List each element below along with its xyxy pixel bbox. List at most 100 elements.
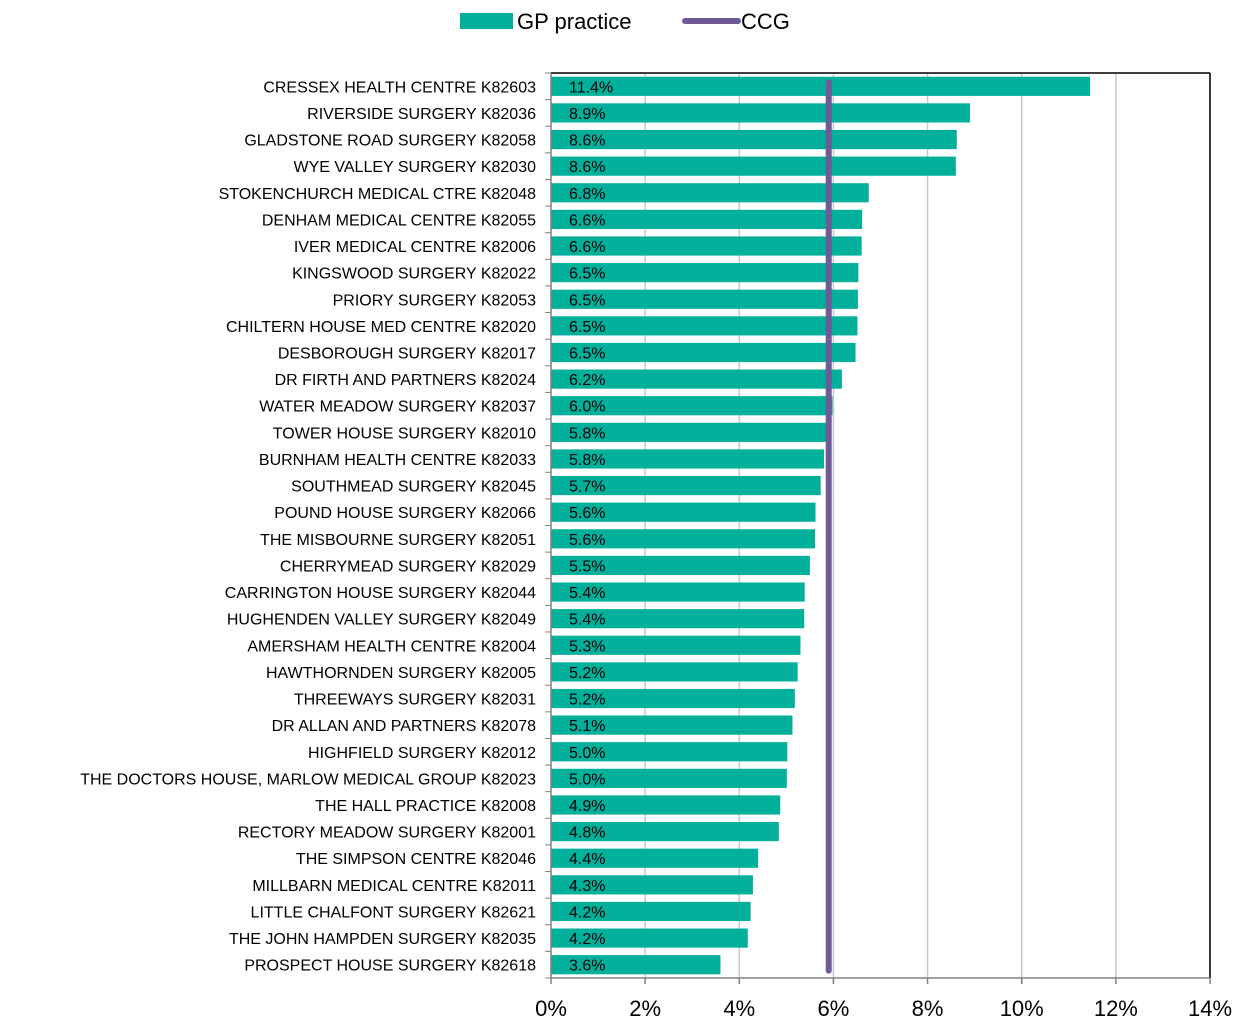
bar <box>551 582 805 602</box>
category-label: DR FIRTH AND PARTNERS K82024 <box>275 372 537 389</box>
bar-value-label: 5.2% <box>569 692 605 709</box>
bar <box>551 928 748 948</box>
bar <box>551 635 801 655</box>
bar <box>551 156 956 176</box>
bar <box>551 76 1090 96</box>
bar-value-label: 5.4% <box>569 612 605 629</box>
legend-swatch-gp-practice <box>460 13 513 29</box>
category-label: THREEWAYS SURGERY K82031 <box>294 692 536 709</box>
category-label: PROSPECT HOUSE SURGERY K82618 <box>244 958 536 975</box>
category-label: CARRINGTON HOUSE SURGERY K82044 <box>225 585 536 602</box>
bar-value-label: 5.2% <box>569 665 605 682</box>
category-label: AMERSHAM HEALTH CENTRE K82004 <box>247 638 536 655</box>
category-label: CHILTERN HOUSE MED CENTRE K82020 <box>226 319 536 336</box>
legend-label-ccg: CCG <box>741 9 790 34</box>
bar <box>551 688 795 709</box>
bar <box>551 369 842 389</box>
bar-value-label: 5.6% <box>569 505 605 522</box>
category-label: MILLBARN MEDICAL CENTRE K82011 <box>252 878 536 895</box>
bar-value-label: 3.6% <box>569 958 605 975</box>
bar-value-label: 6.6% <box>569 212 605 229</box>
bar-value-label: 4.2% <box>569 931 605 948</box>
category-label: GLADSTONE ROAD SURGERY K82058 <box>244 133 536 150</box>
category-label: LITTLE CHALFONT SURGERY K82621 <box>251 904 537 921</box>
bar-value-label: 4.4% <box>569 851 605 868</box>
bar-value-label: 5.8% <box>569 452 605 469</box>
category-label: RIVERSIDE SURGERY K82036 <box>307 106 536 123</box>
bar-value-label: 5.7% <box>569 479 605 496</box>
x-tick-label: 2% <box>629 996 661 1021</box>
bar-value-label: 8.6% <box>569 133 605 150</box>
bar <box>551 396 833 416</box>
bar-value-label: 6.5% <box>569 345 605 362</box>
bar <box>551 662 798 682</box>
bar-value-label: 5.1% <box>569 718 605 735</box>
bar-value-label: 5.3% <box>569 638 605 655</box>
bar <box>551 103 970 123</box>
bar <box>551 901 751 922</box>
category-label: DESBOROUGH SURGERY K82017 <box>278 345 536 362</box>
category-label: THE DOCTORS HOUSE, MARLOW MEDICAL GROUP … <box>80 771 536 788</box>
bar <box>551 795 781 815</box>
x-tick-label: 0% <box>535 996 567 1021</box>
bar-value-label: 5.6% <box>569 532 605 549</box>
bar-value-label: 5.0% <box>569 745 605 762</box>
category-label: DENHAM MEDICAL CENTRE K82055 <box>262 212 536 229</box>
x-tick-label: 8% <box>912 996 944 1021</box>
category-label: HUGHENDEN VALLEY SURGERY K82049 <box>227 612 536 629</box>
x-tick-label: 10% <box>1000 996 1044 1021</box>
bar <box>551 263 859 283</box>
category-label: STOKENCHURCH MEDICAL CTRE K82048 <box>219 186 537 203</box>
bar <box>551 955 721 975</box>
bar <box>551 422 827 442</box>
bar <box>551 183 869 203</box>
bar-value-label: 11.4% <box>569 79 613 96</box>
bar-value-label: 4.2% <box>569 904 605 921</box>
category-label: RECTORY MEADOW SURGERY K82001 <box>238 825 536 842</box>
bar-value-label: 5.0% <box>569 771 605 788</box>
category-label: PRIORY SURGERY K82053 <box>333 292 536 309</box>
bar-value-label: 6.5% <box>569 292 605 309</box>
category-label: POUND HOUSE SURGERY K82066 <box>274 505 536 522</box>
bar <box>551 609 805 629</box>
bar-value-label: 8.6% <box>569 159 605 176</box>
category-label: SOUTHMEAD SURGERY K82045 <box>291 479 536 496</box>
bar-value-label: 8.9% <box>569 106 605 123</box>
category-labels: CRESSEX HEALTH CENTRE K82603 RIVERSIDE SU… <box>80 79 536 974</box>
category-label: WYE VALLEY SURGERY K82030 <box>294 159 537 176</box>
category-label: BURNHAM HEALTH CENTRE K82033 <box>259 452 536 469</box>
bar-value-label: 6.5% <box>569 266 605 283</box>
category-label: KINGSWOOD SURGERY K82022 <box>292 266 536 283</box>
bar <box>551 529 816 549</box>
category-label: DR ALLAN AND PARTNERS K82078 <box>272 718 537 735</box>
bar <box>551 342 856 363</box>
bar <box>551 236 862 256</box>
bar <box>551 475 821 496</box>
bar <box>551 742 788 762</box>
bar <box>551 555 810 576</box>
legend: GP practice CCG <box>460 9 790 34</box>
bar-value-label: 6.6% <box>569 239 605 256</box>
bar <box>551 129 957 150</box>
bar <box>551 502 816 522</box>
category-label: TOWER HOUSE SURGERY K82010 <box>273 425 536 442</box>
bar-value-label: 5.4% <box>569 585 605 602</box>
x-tick-label: 6% <box>818 996 850 1021</box>
bar <box>551 715 793 735</box>
axes: 0% 2% 4% 6% 8% 10% 12% 14% <box>535 72 1232 1021</box>
legend-label-gp-practice: GP practice <box>517 9 632 34</box>
bar <box>551 875 753 895</box>
bar-value-label: 5.5% <box>569 558 605 575</box>
bar-value-label: 4.3% <box>569 878 605 895</box>
bar <box>551 449 825 469</box>
category-label: CRESSEX HEALTH CENTRE K82603 <box>263 79 536 96</box>
bar <box>551 768 787 788</box>
gridlines <box>644 73 1211 978</box>
bar <box>551 316 858 336</box>
category-label: THE SIMPSON CENTRE K82046 <box>296 851 536 868</box>
bar-value-label: 6.5% <box>569 319 605 336</box>
category-label: HAWTHORNDEN SURGERY K82005 <box>266 665 536 682</box>
bar-value-label: 6.8% <box>569 186 605 203</box>
category-label: HIGHFIELD SURGERY K82012 <box>308 745 536 762</box>
